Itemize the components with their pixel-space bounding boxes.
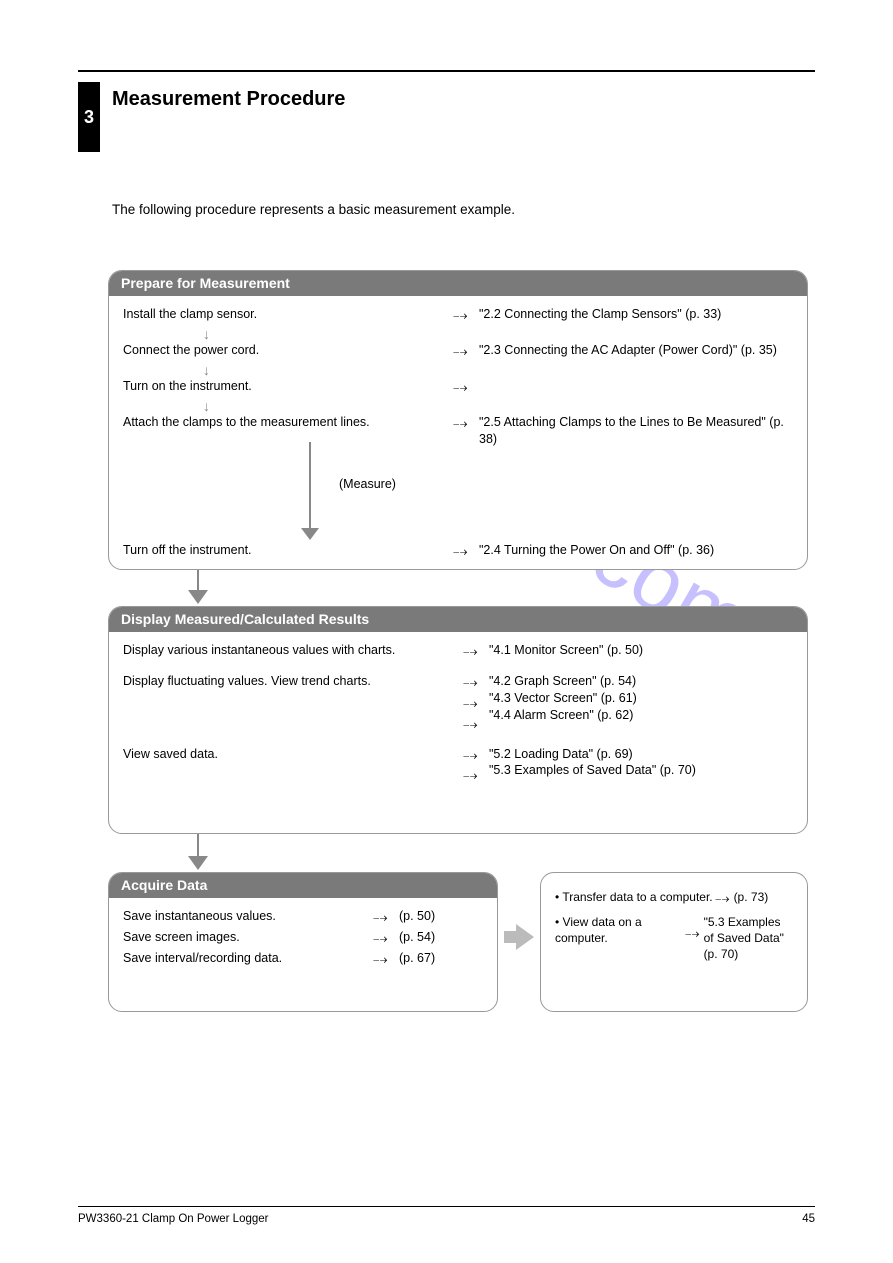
ref-arrow-icon (453, 345, 472, 359)
ref-transfer: (p. 73) (734, 889, 769, 905)
ref-arrow-icon (373, 911, 392, 925)
ref-graph-screen: "4.2 Graph Screen" (p. 54) (489, 673, 793, 690)
step-connect-power: Connect the power cord. (123, 342, 453, 359)
panel-header-display: Display Measured/Calculated Results (109, 607, 807, 632)
footer-page-number: 45 (802, 1213, 815, 1225)
panel-header-prepare: Prepare for Measurement (109, 271, 807, 296)
panel-acquire: Acquire Data Save instantaneous values. … (108, 872, 498, 1012)
chapter-title: Measurement Procedure (112, 88, 345, 111)
footer-left: PW3360-21 Clamp On Power Logger (78, 1213, 269, 1225)
ref-arrow-icon (463, 673, 489, 692)
big-down-arrow-icon (188, 834, 214, 870)
ref-arrow-icon (685, 924, 704, 943)
ref-install-clamp: "2.2 Connecting the Clamp Sensors" (p. 3… (479, 306, 793, 323)
ref-arrow-icon (463, 766, 489, 785)
down-arrow-icon: ↓ (123, 363, 793, 377)
ref-vector-screen: "4.3 Vector Screen" (p. 61) (489, 690, 793, 707)
disp-fluctuating: Display fluctuating values. View trend c… (123, 673, 463, 690)
page-footer: PW3360-21 Clamp On Power Logger 45 (78, 1206, 815, 1225)
step-install-clamp: Install the clamp sensor. (123, 306, 453, 323)
ref-acq-screen: (p. 54) (399, 929, 483, 946)
long-down-arrow-icon (301, 442, 319, 540)
ref-attach-clamps: "2.5 Attaching Clamps to the Lines to Be… (479, 414, 793, 448)
step-attach-clamps: Attach the clamps to the measurement lin… (123, 414, 453, 431)
acq-screen-images: Save screen images. (123, 929, 373, 946)
panel-display: Display Measured/Calculated Results Disp… (108, 606, 808, 834)
ref-arrow-icon (463, 746, 489, 765)
ref-arrow-icon (373, 953, 392, 967)
step-measure: (Measure) (339, 476, 396, 493)
page: 3 Measurement Procedure The following pr… (0, 0, 893, 72)
ref-arrow-icon (463, 645, 482, 659)
ref-loading-data: "5.2 Loading Data" (p. 69) (489, 746, 793, 763)
disp-saved-data: View saved data. (123, 746, 463, 763)
view-on-computer: • View data on a computer. (555, 914, 685, 946)
ref-arrow-icon (453, 545, 472, 559)
transfer-to-computer: • Transfer data to a computer. (555, 889, 715, 905)
acq-instantaneous: Save instantaneous values. (123, 908, 373, 925)
panel-header-acquire: Acquire Data (109, 873, 497, 898)
big-down-arrow-icon (188, 570, 214, 604)
ref-alarm-screen: "4.4 Alarm Screen" (p. 62) (489, 707, 793, 724)
down-arrow-icon: ↓ (123, 327, 793, 341)
acq-interval: Save interval/recording data. (123, 950, 373, 967)
ref-arrow-icon (463, 715, 489, 734)
ref-connect-power: "2.3 Connecting the AC Adapter (Power Co… (479, 342, 793, 359)
ref-turn-off: "2.4 Turning the Power On and Off" (p. 3… (479, 542, 795, 559)
lead-text: The following procedure represents a bas… (112, 200, 812, 220)
ref-arrow-icon (373, 932, 392, 946)
chapter-tab: 3 (78, 82, 100, 152)
panel-transfer: • Transfer data to a computer. (p. 73) •… (540, 872, 808, 1012)
panel-prepare: Prepare for Measurement Install the clam… (108, 270, 808, 570)
gray-right-arrow-icon (516, 924, 534, 950)
ref-arrow-icon (453, 381, 472, 395)
ref-arrow-icon (463, 694, 489, 713)
ref-view-computer: "5.3 Examples of Saved Data" (p. 70) (704, 914, 793, 963)
step-turn-on: Turn on the instrument. (123, 378, 453, 395)
ref-acq-inst: (p. 50) (399, 908, 483, 925)
ref-arrow-icon (715, 889, 734, 908)
ref-arrow-icon (453, 417, 472, 431)
header-rule (78, 70, 815, 72)
ref-acq-interval: (p. 67) (399, 950, 483, 967)
down-arrow-icon: ↓ (123, 399, 793, 413)
step-turn-off: Turn off the instrument. (123, 542, 453, 559)
ref-arrow-icon (453, 309, 472, 323)
ref-examples-saved: "5.3 Examples of Saved Data" (p. 70) (489, 762, 793, 779)
ref-monitor-screen: "4.1 Monitor Screen" (p. 50) (489, 642, 793, 659)
disp-instantaneous: Display various instantaneous values wit… (123, 642, 463, 659)
